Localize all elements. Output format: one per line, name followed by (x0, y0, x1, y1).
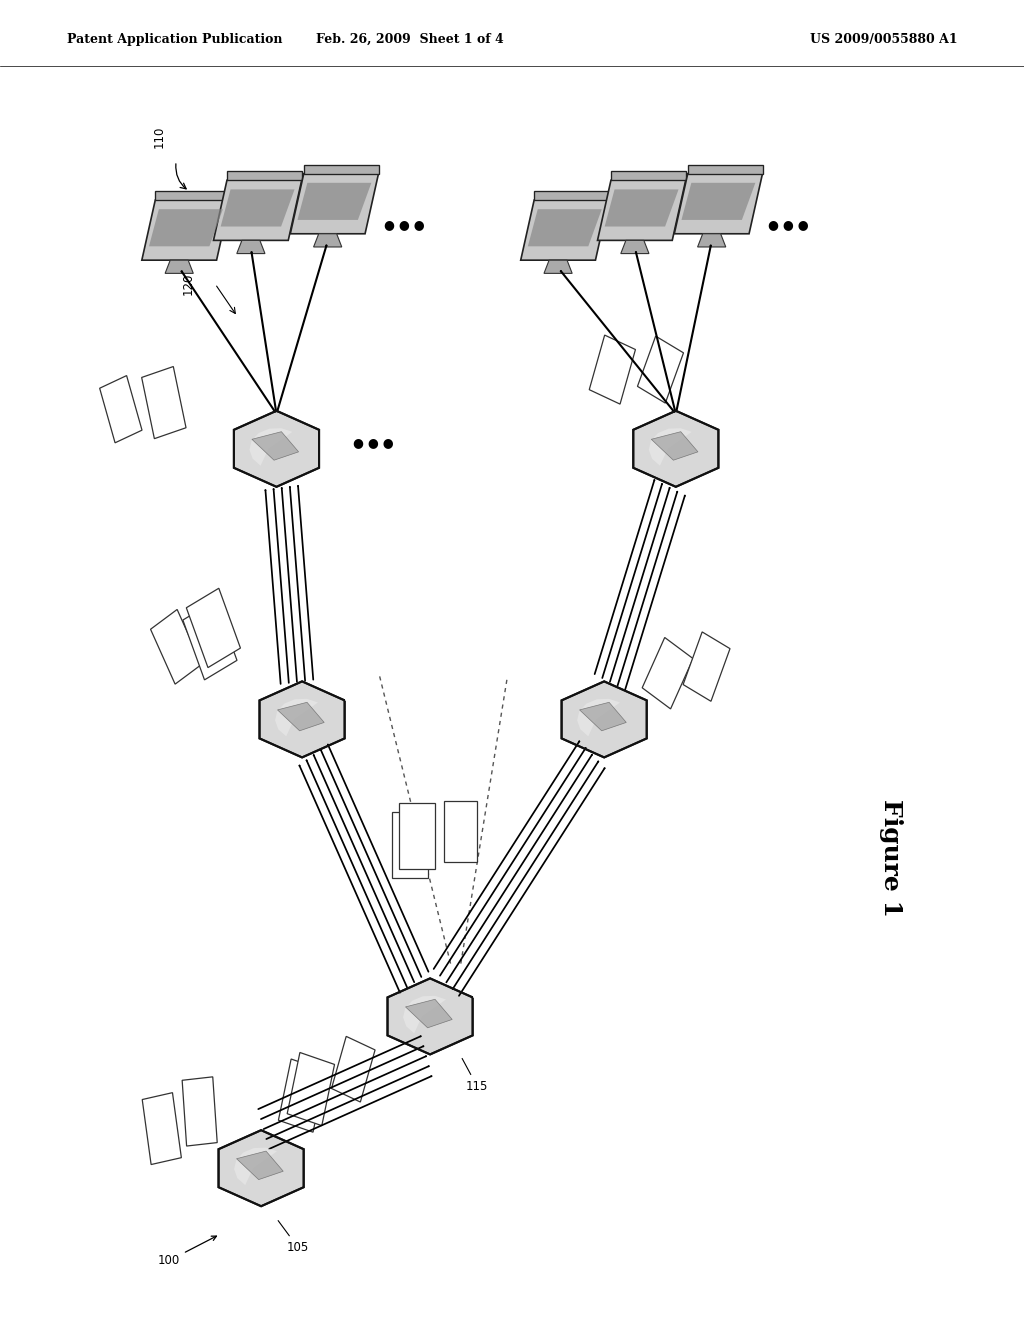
Bar (279, 1059, 326, 1133)
Text: 100: 100 (158, 1236, 216, 1267)
Polygon shape (259, 681, 345, 758)
Polygon shape (227, 172, 302, 181)
Polygon shape (233, 411, 319, 487)
Text: 115: 115 (462, 1059, 488, 1093)
Text: ● ● ●: ● ● ● (353, 436, 394, 449)
Polygon shape (688, 165, 763, 174)
Bar (151, 610, 202, 684)
Polygon shape (221, 190, 295, 227)
Bar (642, 638, 693, 709)
Polygon shape (278, 702, 325, 731)
Bar (638, 337, 683, 403)
Polygon shape (535, 191, 609, 199)
Polygon shape (250, 428, 293, 466)
Polygon shape (237, 1151, 284, 1180)
Polygon shape (252, 432, 299, 461)
Polygon shape (561, 681, 647, 758)
Polygon shape (598, 181, 686, 240)
Bar (99, 376, 142, 442)
Polygon shape (403, 995, 446, 1034)
Polygon shape (156, 191, 230, 199)
Polygon shape (651, 432, 698, 461)
Polygon shape (611, 172, 686, 181)
Bar (399, 803, 434, 869)
Bar (332, 1036, 375, 1102)
Bar (141, 367, 186, 438)
Polygon shape (275, 698, 318, 737)
Polygon shape (141, 199, 230, 260)
Polygon shape (150, 209, 223, 247)
Bar (683, 632, 730, 701)
Polygon shape (649, 428, 692, 466)
Text: 110: 110 (153, 125, 165, 148)
Bar (287, 1052, 335, 1126)
Polygon shape (165, 260, 194, 273)
Polygon shape (633, 411, 719, 487)
Text: ● ● ●: ● ● ● (768, 218, 809, 231)
Text: 120: 120 (181, 273, 195, 294)
Polygon shape (387, 978, 473, 1055)
Polygon shape (291, 174, 379, 234)
Polygon shape (697, 234, 726, 247)
Polygon shape (580, 702, 627, 731)
Text: Figure 1: Figure 1 (879, 799, 903, 917)
Polygon shape (578, 698, 621, 737)
Polygon shape (237, 240, 265, 253)
Polygon shape (213, 181, 302, 240)
Polygon shape (406, 999, 453, 1028)
Polygon shape (298, 183, 372, 220)
Polygon shape (544, 260, 572, 273)
Text: Patent Application Publication: Patent Application Publication (67, 33, 282, 46)
Polygon shape (234, 1147, 278, 1185)
Polygon shape (674, 174, 763, 234)
Bar (589, 335, 636, 404)
Bar (391, 812, 428, 878)
Polygon shape (218, 1130, 304, 1206)
Bar (183, 601, 237, 680)
Text: 105: 105 (279, 1221, 309, 1254)
Bar (142, 1093, 181, 1164)
Polygon shape (304, 165, 379, 174)
Bar (444, 801, 477, 862)
Polygon shape (604, 190, 679, 227)
Bar (182, 1077, 217, 1146)
Text: Feb. 26, 2009  Sheet 1 of 4: Feb. 26, 2009 Sheet 1 of 4 (315, 33, 504, 46)
Bar (186, 589, 241, 668)
Text: US 2009/0055880 A1: US 2009/0055880 A1 (810, 33, 957, 46)
Polygon shape (528, 209, 602, 247)
Text: ● ● ●: ● ● ● (384, 218, 425, 231)
Polygon shape (313, 234, 342, 247)
Polygon shape (682, 183, 756, 220)
Polygon shape (521, 199, 609, 260)
Polygon shape (621, 240, 649, 253)
